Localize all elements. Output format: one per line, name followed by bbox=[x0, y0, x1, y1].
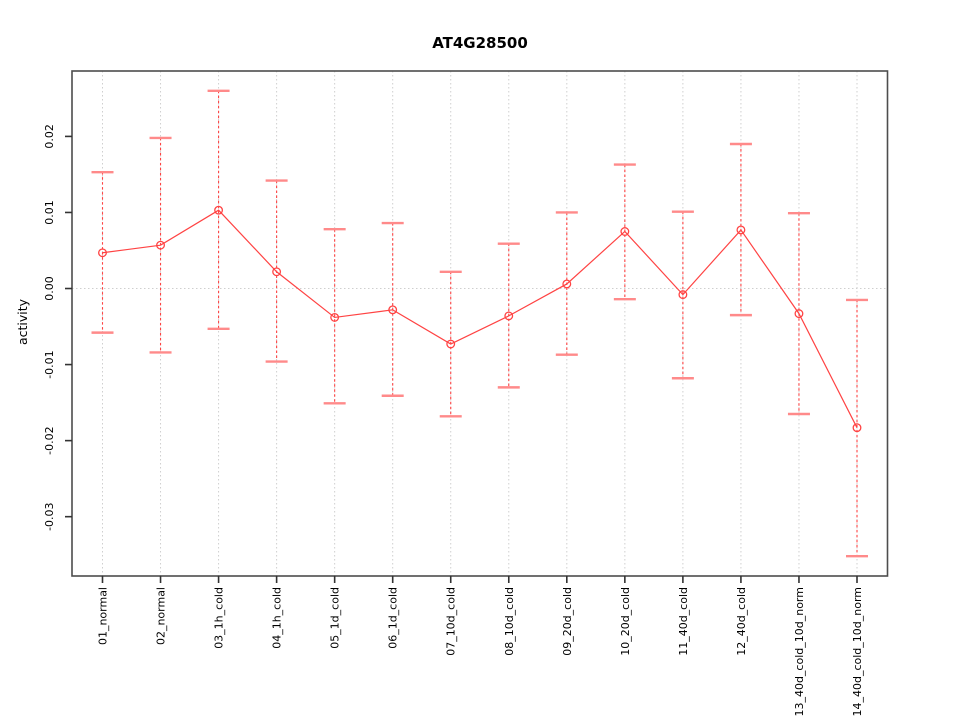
series-line bbox=[102, 209, 858, 428]
x-tick-label: 10_20d_cold bbox=[619, 587, 632, 656]
x-tick-label: 09_20d_cold bbox=[561, 587, 574, 656]
data-point-marker bbox=[446, 339, 456, 349]
x-tick-label: 12_40d_cold bbox=[735, 587, 748, 656]
data-point-marker bbox=[272, 267, 282, 277]
chart-title: AT4G28500 bbox=[432, 34, 528, 52]
gridline-layer bbox=[72, 71, 888, 576]
y-axis-label: activity bbox=[15, 298, 30, 345]
x-tick-label: 02_normal bbox=[155, 587, 168, 645]
x-tick-label: 13_40d_cold_10d_norm bbox=[793, 587, 806, 717]
data-point-marker bbox=[736, 225, 746, 235]
x-tick-label: 06_1d_cold bbox=[387, 587, 400, 649]
x-tick-label: 05_1d_cold bbox=[329, 587, 342, 649]
y-tick-label: 0.00 bbox=[43, 276, 56, 301]
y-tick-label: -0.01 bbox=[43, 350, 56, 378]
plot-frame bbox=[71, 70, 889, 577]
y-tick-label: 0.02 bbox=[43, 124, 56, 149]
data-point-marker bbox=[388, 305, 398, 315]
y-tick-label: -0.03 bbox=[43, 502, 56, 530]
data-point-marker bbox=[330, 312, 340, 322]
data-point-marker bbox=[214, 205, 224, 215]
x-tick-label: 01_normal bbox=[97, 587, 110, 645]
data-point-marker bbox=[852, 423, 862, 433]
x-tick-label: 07_10d_cold bbox=[445, 587, 458, 656]
y-tick-label: 0.01 bbox=[43, 200, 56, 225]
y-tick-label: -0.02 bbox=[43, 426, 56, 454]
x-tick-label: 11_40d_cold bbox=[677, 587, 690, 656]
data-point-marker bbox=[678, 290, 688, 300]
x-tick-label: 03_1h_cold bbox=[213, 587, 226, 649]
data-point-marker bbox=[562, 279, 572, 289]
x-tick-label: 14_40d_cold_10d_norm bbox=[851, 587, 864, 717]
frame-layer bbox=[71, 70, 889, 577]
series-layer bbox=[91, 89, 868, 558]
axes-layer: 0.02 0.01 0.00 -0.01 -0.02 -0.03 01_normal 02_n… bbox=[43, 124, 864, 716]
data-point-marker bbox=[98, 248, 107, 258]
x-tick-label: 08_10d_cold bbox=[503, 587, 516, 656]
data-point-marker bbox=[794, 309, 804, 319]
data-point-marker bbox=[156, 240, 165, 250]
data-point-marker bbox=[504, 311, 514, 321]
x-tick-label: 04_1h_cold bbox=[271, 587, 284, 649]
data-point-marker bbox=[620, 227, 630, 236]
